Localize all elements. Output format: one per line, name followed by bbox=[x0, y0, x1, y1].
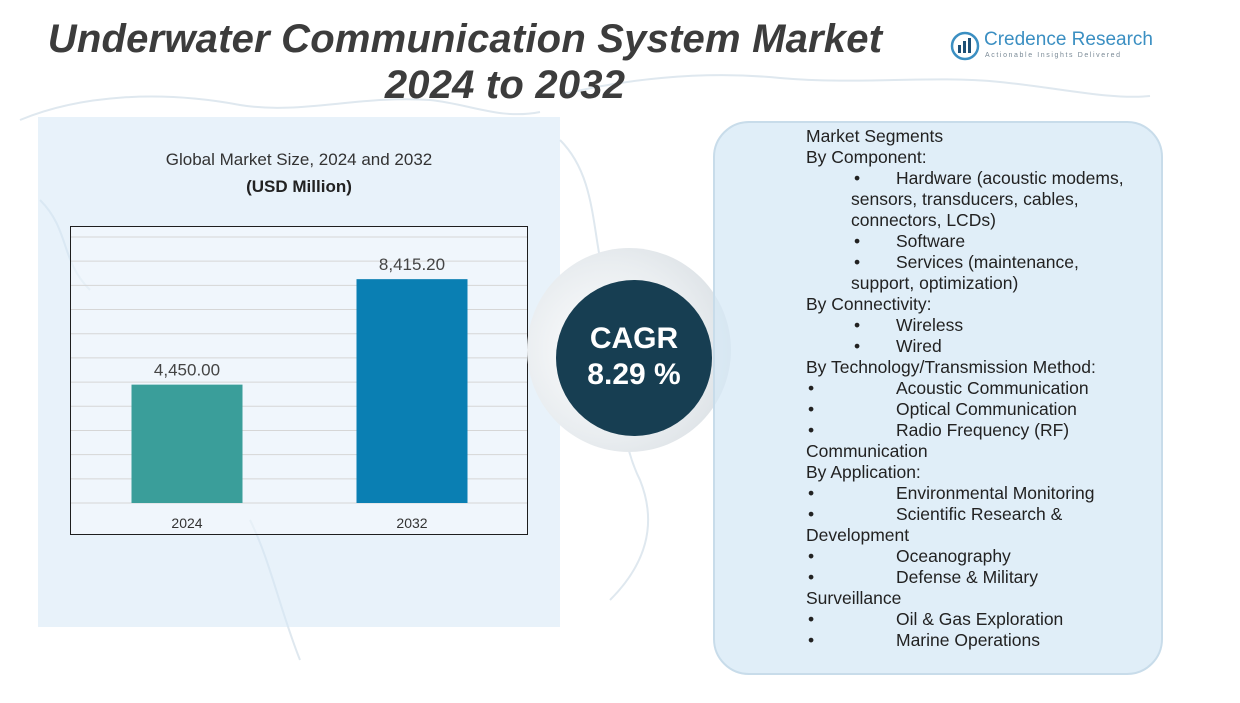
segment-category: By Component: bbox=[806, 147, 927, 167]
segment-line: • Wireless bbox=[806, 315, 1156, 336]
segment-line: • Acoustic Communication bbox=[806, 378, 1156, 399]
bar-chart-frame: 4,450.00 2024 8,415.20 2032 bbox=[70, 226, 528, 535]
bullet-icon: • bbox=[854, 252, 861, 272]
data-label-2024: 4,450.00 bbox=[154, 361, 220, 380]
segment-item-text: Environmental Monitoring bbox=[896, 483, 1095, 503]
cagr-value: 8.29 % bbox=[587, 358, 681, 391]
segment-item-text: Radio Frequency (RF) bbox=[896, 420, 1070, 440]
credence-research-logo: Credence Research Actionable Insights De… bbox=[948, 28, 1158, 64]
x-tick-2032: 2032 bbox=[396, 515, 427, 531]
segment-item-text: sensors, transducers, cables, bbox=[851, 189, 1079, 209]
segment-line: Surveillance bbox=[806, 588, 1156, 609]
bullet-icon: • bbox=[808, 567, 815, 587]
segment-category: Surveillance bbox=[806, 588, 902, 608]
segment-category: By Connectivity: bbox=[806, 294, 932, 314]
bullet-icon: • bbox=[808, 504, 815, 524]
page-title: Underwater Communication System Market 2… bbox=[40, 16, 890, 108]
bullet-icon: • bbox=[808, 609, 815, 629]
cagr-label: CAGR bbox=[589, 322, 679, 355]
segment-line: • Scientific Research & bbox=[806, 504, 1156, 525]
bar-2024 bbox=[131, 384, 243, 503]
segment-item-text: Acoustic Communication bbox=[896, 378, 1089, 398]
segment-item-text: Scientific Research & bbox=[896, 504, 1063, 524]
segment-item-text: Software bbox=[896, 231, 966, 251]
bullet-icon: • bbox=[808, 483, 815, 503]
segment-item-text: Wired bbox=[896, 336, 942, 356]
segment-line: • Marine Operations bbox=[806, 630, 1156, 651]
segment-line: connectors, LCDs) bbox=[806, 210, 1156, 231]
segment-category: Communication bbox=[806, 441, 928, 461]
bullet-icon: • bbox=[808, 378, 815, 398]
logo-name: Credence Research bbox=[984, 29, 1153, 50]
segment-line: • Environmental Monitoring bbox=[806, 483, 1156, 504]
bullet-icon: • bbox=[854, 168, 861, 188]
bullet-icon: • bbox=[854, 336, 861, 356]
segment-category: Development bbox=[806, 525, 910, 545]
segment-line: • Hardware (acoustic modems, bbox=[806, 168, 1156, 189]
title-line-1: Underwater Communication System Market bbox=[47, 17, 883, 61]
title-line-2: 2024 to 2032 bbox=[384, 63, 626, 107]
cagr-badge: CAGR 8.29 % bbox=[556, 280, 712, 436]
segment-item-text: Wireless bbox=[896, 315, 964, 335]
segment-line: Communication bbox=[806, 441, 1156, 462]
segment-item-text: Services (maintenance, bbox=[896, 252, 1079, 272]
segment-line: sensors, transducers, cables, bbox=[806, 189, 1156, 210]
segment-line: Development bbox=[806, 525, 1156, 546]
segment-item-text: Defense & Military bbox=[896, 567, 1038, 587]
segments-heading: Market Segments bbox=[806, 126, 944, 146]
bar-2032 bbox=[356, 279, 468, 503]
segment-item-text: Hardware (acoustic modems, bbox=[896, 168, 1124, 188]
bullet-icon: • bbox=[854, 231, 861, 251]
logo-tagline: Actionable Insights Delivered bbox=[985, 52, 1122, 59]
bullet-icon: • bbox=[808, 546, 815, 566]
segment-category: By Application: bbox=[806, 462, 921, 482]
bullet-icon: • bbox=[808, 420, 815, 440]
segment-line: • Wired bbox=[806, 336, 1156, 357]
segment-line: By Application: bbox=[806, 462, 1156, 483]
data-label-2032: 8,415.20 bbox=[379, 255, 445, 274]
segment-line: By Component: bbox=[806, 147, 1156, 168]
segment-line: • Oil & Gas Exploration bbox=[806, 609, 1156, 630]
market-segments-list: Market Segments By Component: • Hardware (… bbox=[806, 126, 1156, 651]
segment-line: support, optimization) bbox=[806, 273, 1156, 294]
market-segments-panel bbox=[713, 121, 1163, 675]
chart-title: Global Market Size, 2024 and 2032 bbox=[165, 150, 433, 169]
segment-line: • Defense & Military bbox=[806, 567, 1156, 588]
segment-item-text: Oil & Gas Exploration bbox=[896, 609, 1064, 629]
segment-item-text: support, optimization) bbox=[851, 273, 1019, 293]
segment-line: • Software bbox=[806, 231, 1156, 252]
segment-line: By Technology/Transmission Method: bbox=[806, 357, 1156, 378]
bullet-icon: • bbox=[808, 399, 815, 419]
logo-mark-icon bbox=[950, 31, 980, 61]
segment-line: • Optical Communication bbox=[806, 399, 1156, 420]
segment-item-text: Marine Operations bbox=[896, 630, 1040, 650]
bar-chart: 4,450.00 2024 8,415.20 2032 bbox=[71, 236, 527, 531]
segment-line: • Radio Frequency (RF) bbox=[806, 420, 1156, 441]
segment-line: By Connectivity: bbox=[806, 294, 1156, 315]
segment-category: By Technology/Transmission Method: bbox=[806, 357, 1096, 377]
market-size-panel bbox=[38, 117, 560, 627]
segment-item-text: Optical Communication bbox=[896, 399, 1077, 419]
segment-item-text: Oceanography bbox=[896, 546, 1011, 566]
bullet-icon: • bbox=[808, 630, 815, 650]
chart-unit: (USD Million) bbox=[246, 177, 352, 196]
x-tick-2024: 2024 bbox=[171, 515, 202, 531]
segment-line: • Oceanography bbox=[806, 546, 1156, 567]
segment-item-text: connectors, LCDs) bbox=[851, 210, 996, 230]
segment-line: • Services (maintenance, bbox=[806, 252, 1156, 273]
bullet-icon: • bbox=[854, 315, 861, 335]
